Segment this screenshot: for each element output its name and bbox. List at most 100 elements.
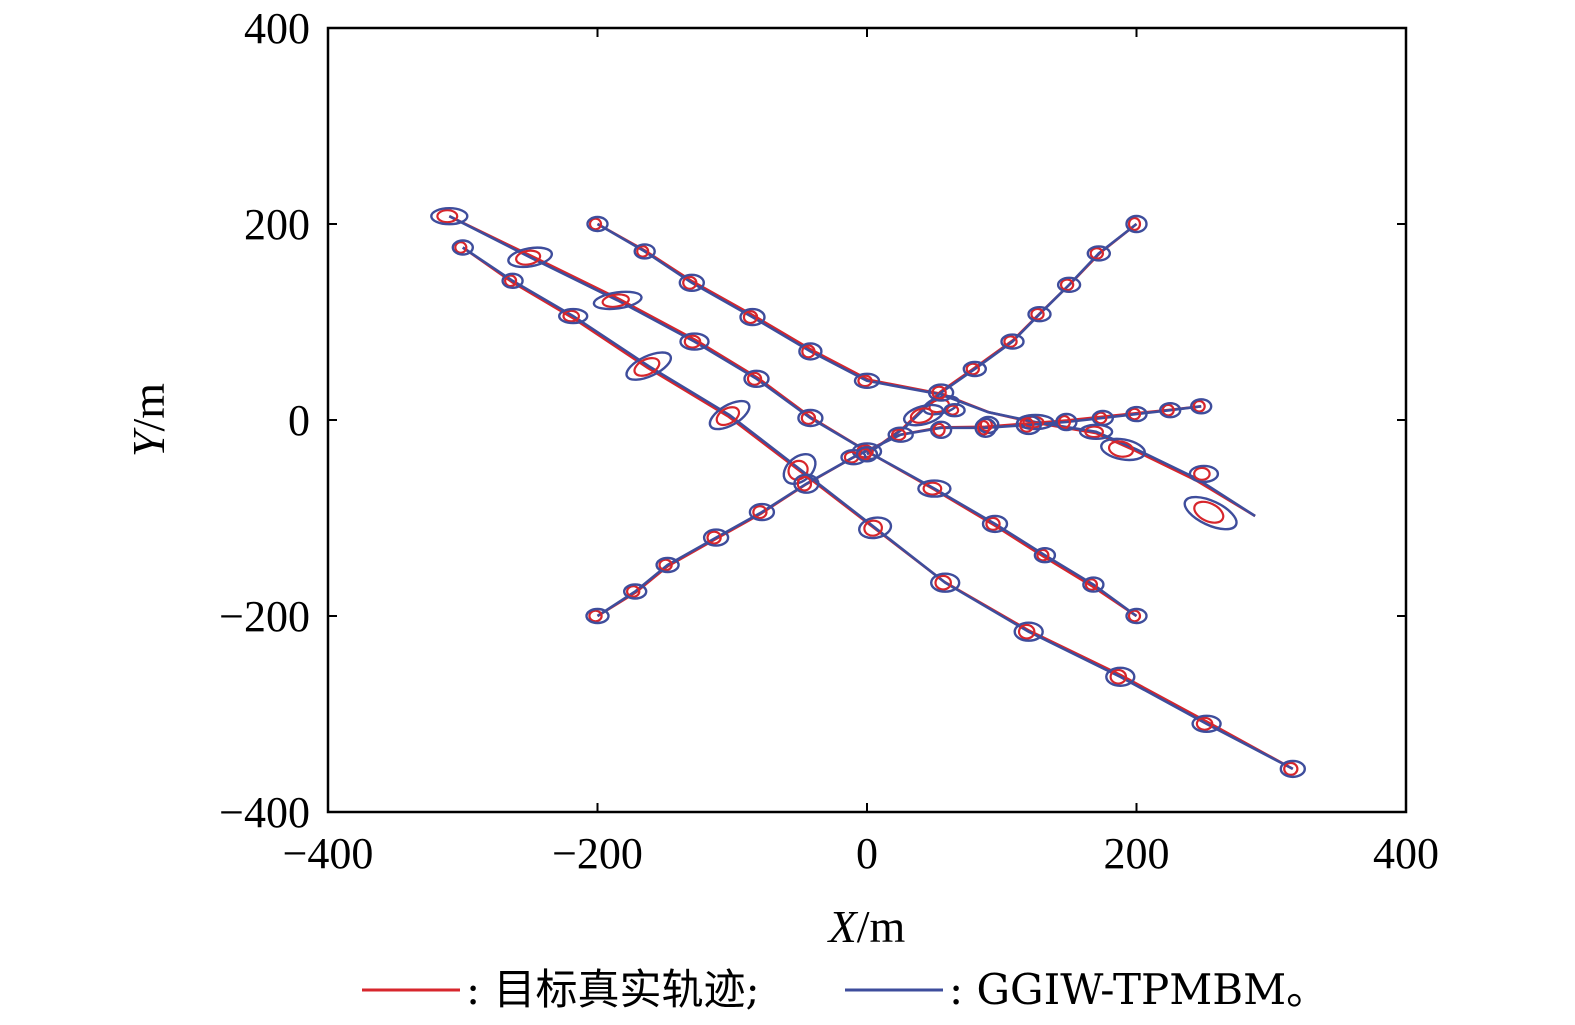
- x-axis-label: X/m: [827, 901, 906, 952]
- truth-extent-marker: [1193, 466, 1211, 481]
- extent-ellipse: [793, 473, 820, 494]
- truth-extent-marker: [658, 558, 673, 572]
- estimate-trajectory-5: [866, 222, 1138, 456]
- extent-ellipse: [678, 273, 705, 292]
- truth-extent-marker: [436, 209, 459, 224]
- extent-ellipse: [1158, 402, 1182, 419]
- plot-area: [430, 206, 1307, 779]
- y-tick-label: 200: [244, 200, 310, 249]
- extent-ellipse: [1105, 666, 1136, 687]
- truth-extent-marker: [746, 371, 763, 386]
- extent-ellipse: [853, 372, 881, 389]
- extent-ellipse: [1125, 214, 1148, 234]
- extent-ellipse: [708, 399, 751, 431]
- extent-ellipse: [902, 403, 945, 427]
- estimate-trajectory-3: [596, 222, 1256, 518]
- extent-ellipse: [655, 556, 680, 574]
- truth-extent-marker: [1127, 609, 1142, 623]
- truth-extent-marker: [633, 357, 661, 377]
- extent-ellipse: [1125, 607, 1148, 625]
- truth-extent-marker: [1192, 399, 1206, 413]
- extent-ellipse: [855, 446, 879, 463]
- extent-ellipse: [930, 572, 961, 593]
- extent-ellipse: [887, 426, 914, 443]
- extent-ellipse: [1055, 412, 1078, 432]
- extent-ellipse: [797, 408, 824, 428]
- extent-ellipse: [1082, 576, 1105, 593]
- extent-ellipse: [1279, 759, 1307, 779]
- extent-ellipse: [702, 528, 730, 547]
- truth-extent-marker: [626, 585, 641, 598]
- extent-ellipse: [1125, 405, 1148, 423]
- truth-extent-marker: [1094, 411, 1108, 425]
- extent-ellipse: [679, 332, 710, 351]
- truth-extent-marker: [1127, 216, 1142, 232]
- extent-ellipse: [1191, 714, 1222, 733]
- y-tick-label: −400: [219, 788, 310, 837]
- truth-extent-marker: [976, 419, 991, 436]
- truth-extent-marker: [801, 344, 816, 359]
- extent-ellipse: [623, 583, 648, 600]
- x-axis-label-var: X: [827, 901, 859, 952]
- extent-ellipse: [1188, 464, 1220, 484]
- extent-ellipse: [507, 246, 554, 269]
- truth-extent-marker: [454, 241, 468, 254]
- y-axis-label: Y/m: [123, 383, 174, 457]
- truth-extent-marker: [800, 410, 817, 426]
- truth-extent-marker: [932, 422, 946, 437]
- truth-extent-marker: [1283, 761, 1299, 777]
- truth-extent-marker: [682, 275, 698, 290]
- extent-ellipse: [1100, 437, 1146, 462]
- extent-ellipse: [451, 239, 474, 256]
- truth-extent-marker: [934, 574, 952, 591]
- extent-ellipse: [585, 607, 610, 625]
- truth-extent-marker: [715, 406, 741, 427]
- x-tick-label: −400: [283, 829, 374, 878]
- truth-extent-marker: [1018, 417, 1035, 433]
- truth-extent-marker: [857, 374, 873, 388]
- estimate-trajectory-2: [462, 246, 1294, 771]
- x-axis-label-unit: /m: [857, 901, 906, 952]
- x-tick-label: 0: [856, 829, 878, 878]
- extent-ellipse: [633, 243, 656, 260]
- truth-extent-marker: [588, 217, 603, 231]
- extent-ellipse: [743, 369, 770, 388]
- legend-label-truth: : 目标真实轨迹;: [466, 965, 760, 1014]
- extent-ellipse: [1183, 495, 1238, 531]
- extent-ellipse: [858, 516, 893, 540]
- truth-extent-marker: [601, 293, 630, 308]
- truth-extent-marker: [706, 530, 722, 545]
- truth-extent-marker: [891, 428, 907, 442]
- truth-extent-marker: [1107, 440, 1135, 458]
- extent-ellipse: [927, 383, 955, 402]
- extent-ellipse: [748, 502, 776, 522]
- extent-ellipse: [586, 215, 609, 233]
- extent-ellipse: [1078, 423, 1114, 440]
- estimate-trajectory-4: [596, 405, 1202, 618]
- truth-extent-marker: [863, 519, 883, 537]
- truth-extent-marker: [562, 309, 580, 323]
- extent-ellipse: [501, 272, 524, 289]
- truth-extent-marker: [1193, 500, 1225, 524]
- truth-extent-marker: [752, 504, 768, 520]
- truth-extent-marker: [504, 274, 518, 288]
- y-tick-label: −200: [219, 592, 310, 641]
- truth-extent-marker: [1030, 307, 1045, 321]
- y-axis-label-var: Y: [123, 427, 174, 457]
- extent-ellipse: [558, 307, 589, 325]
- extent-ellipse: [1189, 398, 1213, 415]
- extent-ellipse: [1091, 409, 1115, 427]
- extent-ellipse: [1015, 414, 1042, 436]
- extent-ellipse: [917, 479, 952, 498]
- extent-ellipse: [1027, 306, 1052, 323]
- extent-ellipse: [962, 360, 987, 378]
- extent-ellipse: [798, 342, 823, 361]
- y-tick-label: 400: [244, 4, 310, 53]
- x-tick-label: −200: [552, 829, 643, 878]
- truth-extent-marker: [945, 404, 960, 416]
- truth-extent-marker: [742, 310, 759, 325]
- truth-extent-marker: [1036, 548, 1050, 562]
- legend-label-estimate: : GGIW-TPMBM。: [949, 965, 1328, 1014]
- truth-extent-marker: [858, 447, 872, 461]
- y-axis-label-unit: /m: [123, 383, 174, 432]
